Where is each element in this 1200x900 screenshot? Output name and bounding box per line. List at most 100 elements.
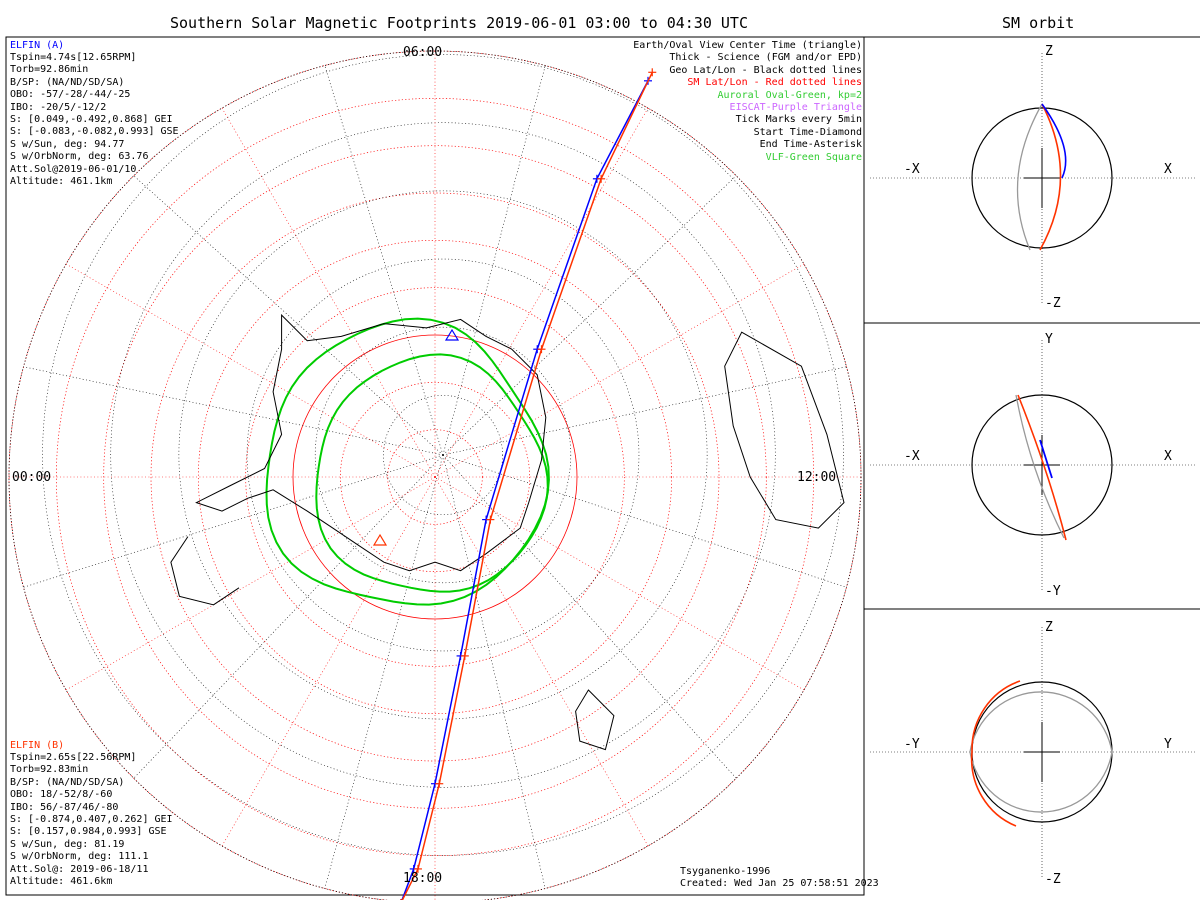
elfin-a-line: Torb=92.86min: [10, 64, 89, 76]
figure-title: Southern Solar Magnetic Footprints 2019-…: [170, 14, 748, 32]
elfin-b-line: S w/Sun, deg: 81.19: [10, 838, 125, 850]
sm-lat-ring: [245, 287, 625, 667]
orbit3-right: Y: [1164, 737, 1172, 752]
track-elfin-a: [401, 80, 649, 900]
legend-line: End Time-Asterisk: [759, 139, 862, 151]
geo-lat-ring: [110, 122, 776, 788]
geo-lon-spoke: [23, 366, 444, 456]
polar-map: [8, 50, 862, 900]
antarctica-coastline: [195, 313, 547, 572]
mlt-label-left: 00:00: [12, 470, 52, 485]
view-center-triangle-b: [372, 533, 388, 546]
orbit3-left: -Y: [904, 737, 920, 752]
orbit1-bottom: -Z: [1045, 296, 1061, 311]
legend-line: VLF-Green Square: [765, 151, 862, 163]
elfin-a-line: S: [-0.083,-0.082,0.993] GSE: [10, 126, 179, 138]
legend-line: Tick Marks every 5min: [735, 114, 862, 126]
orbit-title: SM orbit: [1002, 14, 1075, 32]
mlt-label-right: 12:00: [797, 470, 837, 485]
africa-coastline: [575, 689, 615, 751]
orbit-a-path: [969, 691, 1113, 813]
geo-lon-spoke: [442, 454, 737, 779]
orbit2-left: -X: [904, 449, 920, 464]
geo-lat-ring: [383, 395, 503, 515]
orbit-b-path: [1039, 103, 1062, 251]
elfin-b-line: B/SP: (NA/ND/SD/SA): [10, 776, 125, 788]
auroral-oval-poleward: [265, 317, 550, 606]
geo-lat-ring: [314, 326, 572, 584]
geo-lat-ring: [246, 258, 640, 652]
sm-lat-ring: [292, 334, 578, 620]
elfin-a-line: B/SP: (NA/ND/SD/SA): [10, 76, 125, 88]
geo-lon-spoke: [133, 175, 444, 456]
sm-lat-ring: [55, 97, 815, 857]
orbit-a-science: [1039, 439, 1053, 479]
legend-line: Geo Lat/Lon - Black dotted lines: [669, 64, 862, 76]
orbit2-top: Y: [1045, 332, 1053, 347]
created-label: Created: Wed Jan 25 07:58:51 2023: [680, 878, 879, 889]
legend-line: EISCAT-Purple Triangle: [729, 102, 862, 114]
auroral-oval-equatorward: [315, 353, 549, 593]
orbit-a-path: [1016, 103, 1043, 251]
elfin-a-title: ELFIN (A): [10, 40, 65, 51]
legend-line: Auroral Oval-Green, kp=2: [717, 89, 863, 101]
elfin-b-title: ELFIN (B): [10, 740, 65, 751]
elfin-b-line: Tspin=2.65s[22.56RPM]: [10, 752, 137, 763]
geo-lon-spoke: [23, 454, 444, 588]
mlt-label-bottom: 18:00: [403, 871, 443, 886]
elfin-a-info: Tspin=4.74s[12.65RPM] Torb=92.86min B/SP…: [10, 52, 179, 188]
orbit-a-path: [1015, 394, 1065, 539]
orbit-b-path: [1017, 394, 1067, 541]
orbit2-right: X: [1164, 449, 1172, 464]
elfin-a-line: IBO: -20/5/-12/2: [10, 101, 107, 113]
sm-lat-ring: [103, 145, 767, 809]
sm-lat-ring: [339, 381, 531, 573]
legend-line: Start Time-Diamond: [753, 126, 862, 138]
orbit3-top: Z: [1045, 620, 1053, 635]
orbit-panels: [870, 53, 1195, 877]
elfin-b-info: Tspin=2.65s[22.56RPM] Torb=92.83min B/SP…: [10, 752, 173, 888]
sm-lat-ring: [387, 429, 483, 525]
elfin-a-line: Att.Sol@2019-06-01/10: [10, 163, 137, 175]
elfin-a-line: S: [0.049,-0.492,0.868] GEI: [10, 114, 173, 126]
elfin-a-line: Altitude: 461.1km: [10, 176, 113, 188]
legend-line: Earth/Oval View Center Time (triangle): [633, 40, 862, 51]
orbit1-top: Z: [1045, 44, 1053, 59]
elfin-b-line: S: [-0.874,0.407,0.262] GEI: [10, 814, 173, 826]
geo-lon-spoke: [324, 65, 444, 456]
south-america-coastline: [170, 536, 240, 606]
geo-lon-spoke: [442, 454, 546, 889]
track-elfin-b: [401, 71, 653, 900]
geo-lat-ring: [178, 190, 708, 720]
sm-lat-ring: [150, 192, 720, 762]
elfin-b-line: Torb=92.83min: [10, 764, 89, 776]
geo-lon-spoke: [442, 65, 546, 456]
geo-lon-spoke: [442, 366, 847, 456]
elfin-b-line: IBO: 56/-87/46/-80: [10, 801, 119, 813]
australia-coastline: [724, 331, 845, 529]
geo-lon-spoke: [442, 454, 847, 588]
geo-lon-spoke: [133, 454, 444, 779]
elfin-b-line: Altitude: 461.6km: [10, 876, 113, 888]
elfin-a-line: S w/Sun, deg: 94.77: [10, 138, 125, 150]
elfin-b-line: S: [0.157,0.984,0.993] GSE: [10, 826, 167, 838]
geo-lat-ring: [42, 54, 844, 856]
orbit1-right: X: [1164, 162, 1172, 177]
elfin-b-line: Att.Sol@: 2019-06-18/11: [10, 863, 149, 875]
map-frame: [5, 36, 865, 896]
geo-lon-spoke: [324, 454, 444, 889]
orbit3-bottom: -Z: [1045, 872, 1061, 887]
orbit1-left: -X: [904, 162, 920, 177]
elfin-a-line: Tspin=4.74s[12.65RPM]: [10, 52, 137, 63]
elfin-a-line: S w/OrbNorm, deg: 63.76: [10, 151, 149, 163]
orbit-panel-frames: [864, 36, 1200, 610]
geo-lon-spoke: [442, 175, 737, 456]
sm-lon-spoke: [434, 476, 805, 691]
elfin-a-line: OBO: -57/-28/-44/-25: [10, 89, 131, 101]
mlt-label-top: 06:00: [403, 45, 443, 60]
sm-lat-ring: [197, 239, 673, 715]
elfin-b-line: S w/OrbNorm, deg: 111.1: [10, 851, 149, 863]
view-center-triangle-a: [444, 328, 460, 341]
map-boundary: [8, 50, 862, 900]
